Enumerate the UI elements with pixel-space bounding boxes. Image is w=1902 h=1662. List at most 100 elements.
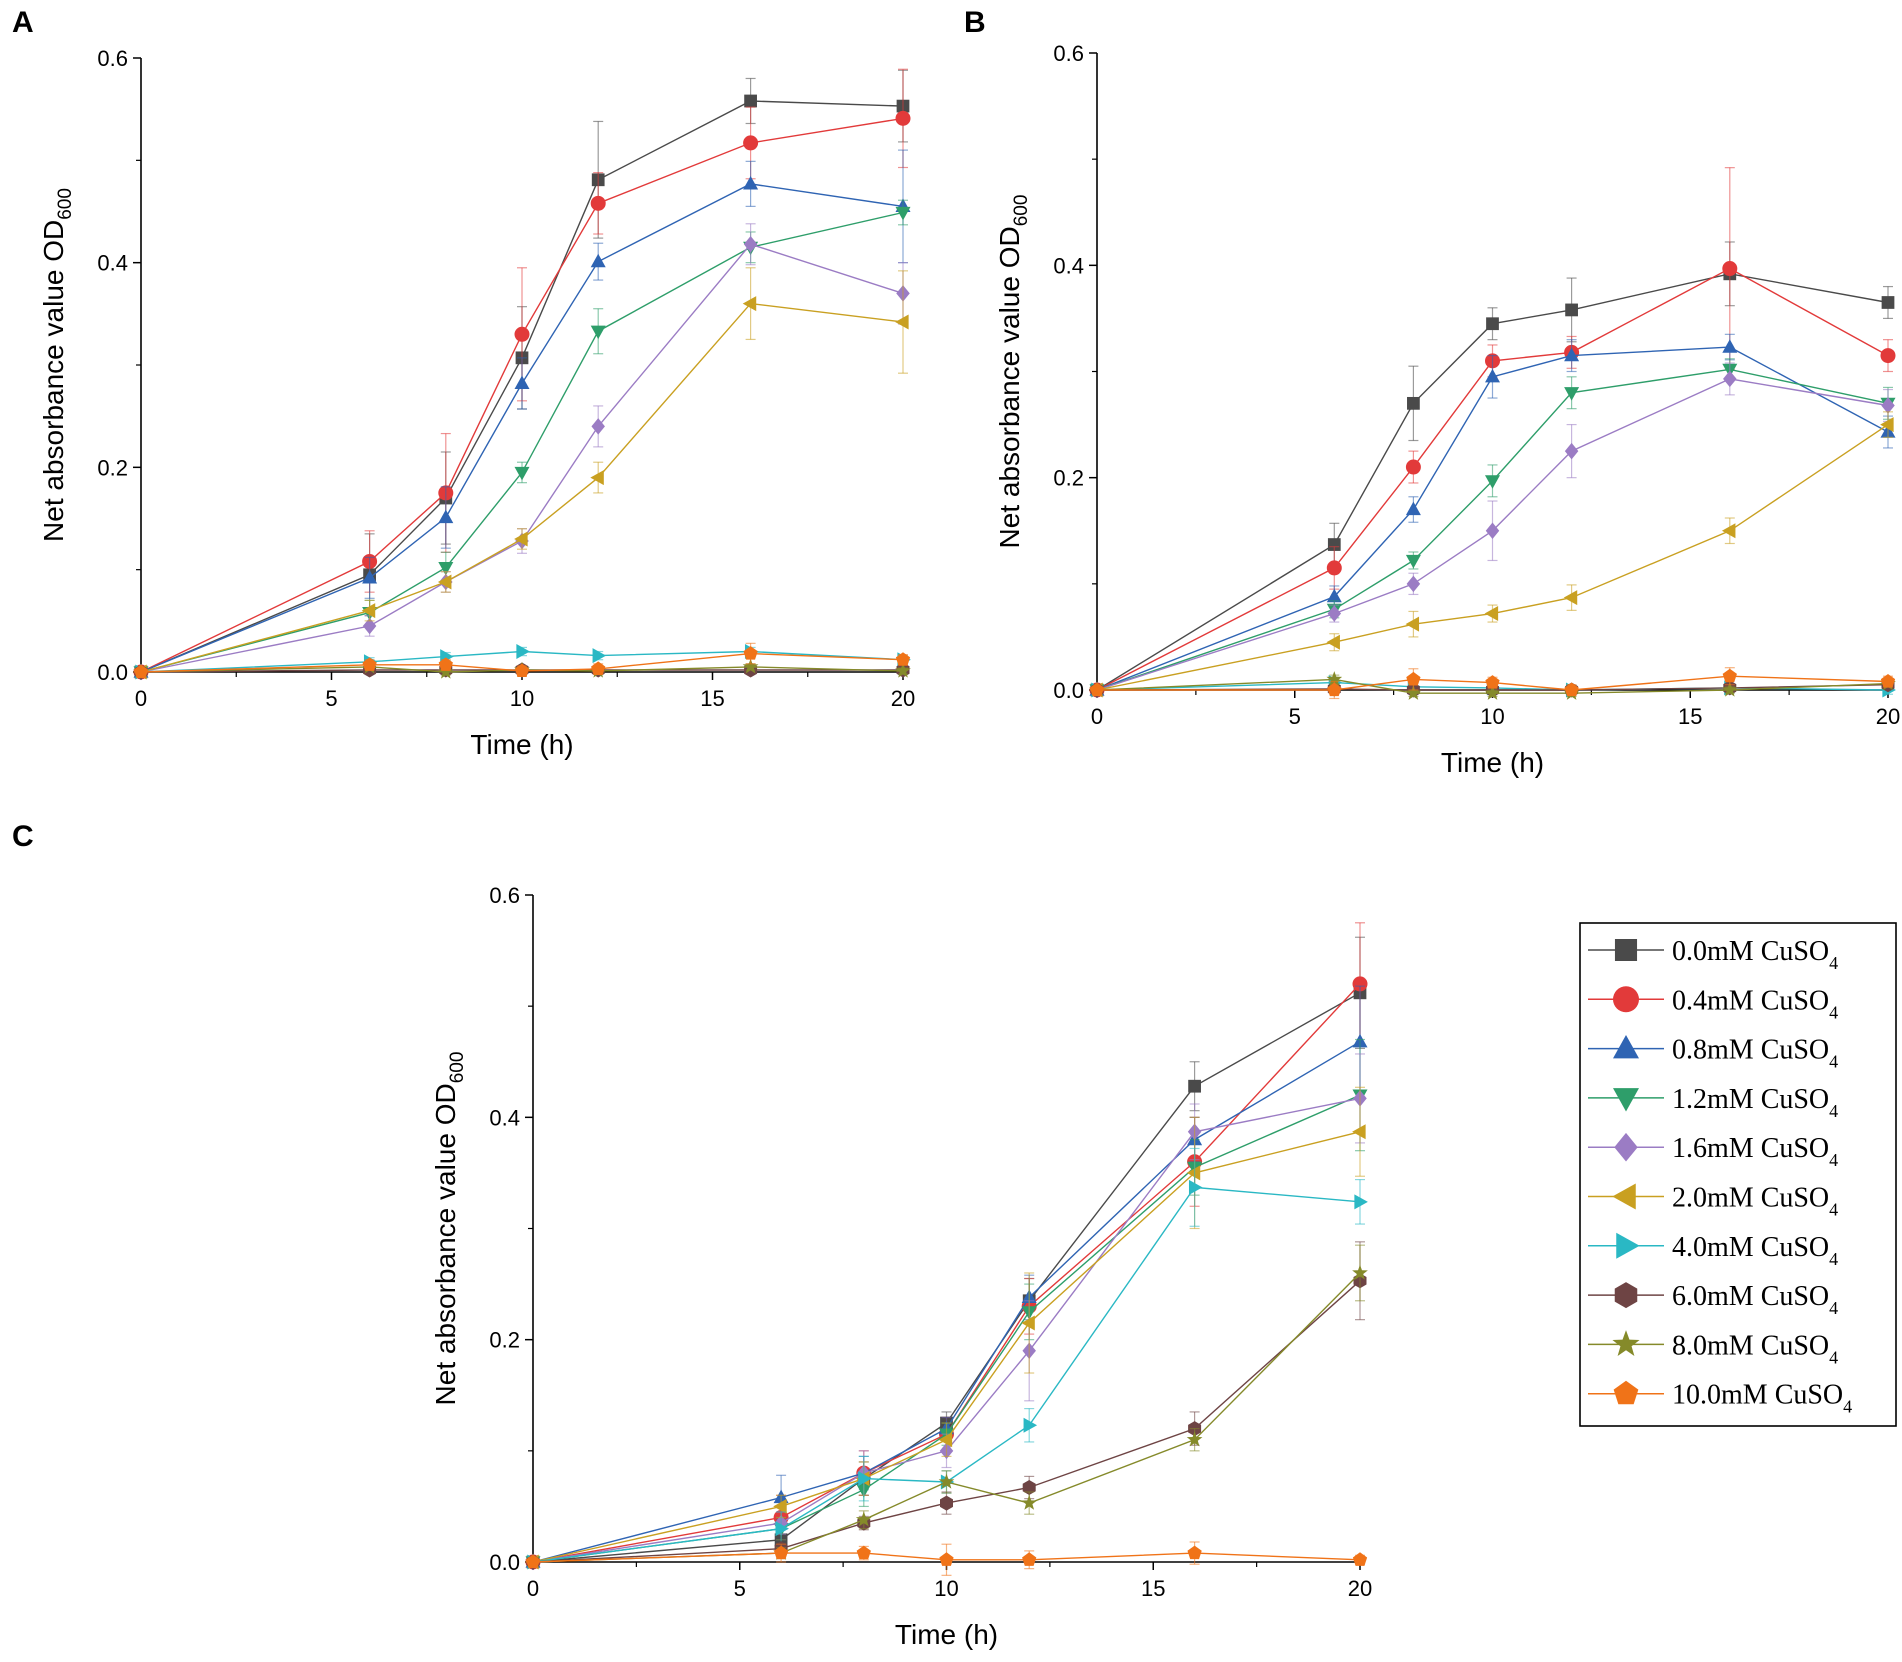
legend-marker [1614,1282,1638,1309]
data-point [1405,684,1422,700]
x-tick-label: 10 [1480,704,1504,729]
data-point [1187,1545,1202,1560]
data-point [744,94,757,108]
data-point [361,603,376,619]
x-tick-label: 15 [1678,704,1702,729]
legend-item: 6.0mM CuSO4 [1588,1281,1838,1318]
data-point [895,314,909,330]
data-point [1485,522,1500,539]
data-point [1326,671,1343,687]
data-point [591,661,606,675]
data-point [1564,682,1579,697]
data-point [1564,387,1580,401]
data-point [362,569,378,584]
data-point [1326,634,1340,650]
data-point [437,574,452,590]
y-axis-title: Net absorbance value OD600 [38,188,76,542]
data-point [1188,1179,1203,1195]
data-point [1881,296,1895,309]
legend-conc: 8.0mM [1672,1330,1761,1361]
x-tick-label: 5 [325,686,337,711]
legend-item: 2.0mM CuSO4 [1588,1183,1838,1220]
legend-conc: 0.0mM [1672,936,1761,967]
panel-c: C 0.0 0.2 0.4 0.6 0 5 10 15 20 Time (h) Net absorba… [12,820,1372,1650]
data-point [1327,682,1342,697]
data-point [1405,501,1421,516]
data-point [1022,1480,1036,1496]
data-point [1881,397,1895,414]
data-point [1326,588,1342,603]
data-point [590,253,606,268]
data-point [514,375,530,390]
x-axis-title: Time (h) [895,1619,998,1650]
y-tick-label: 0.0 [97,660,128,685]
data-point [1564,442,1579,460]
legend-conc: 0.4mM [1672,985,1761,1016]
data-point [1722,261,1738,277]
legend-label: 1.6mM CuSO4 [1672,1133,1838,1170]
series-10.0mm-cuso4 [525,1541,1368,1576]
data-point [1484,606,1499,622]
data-point [938,1432,953,1448]
data-point [1188,1079,1201,1093]
x-tick-label: 0 [1091,704,1103,729]
legend-label: 1.2mM CuSO4 [1672,1084,1838,1121]
data-point [773,1498,787,1514]
y-axis-title-main: Net absorbance value OD [430,1083,461,1405]
panel-label: C [12,820,34,853]
data-point [895,110,911,126]
panel-label: B [964,6,986,39]
legend-label: 10.0mM CuSO4 [1672,1380,1852,1417]
data-point [1722,339,1738,353]
legend-compound: CuSO [1761,936,1829,967]
y-tick-label: 0.4 [97,251,128,276]
legend-item: 8.0mM CuSO4 [1588,1330,1838,1367]
legend-subscript: 4 [1829,1002,1838,1022]
legend-label: 2.0mM CuSO4 [1672,1183,1838,1220]
legend-item: 0.0mM CuSO4 [1588,936,1838,973]
data-point [514,531,528,547]
panel-b: B 0.0 0.2 0.4 0.6 0 5 10 15 20 Time (h) Net absorba… [964,6,1900,778]
legend-subscript: 4 [1829,1298,1838,1318]
legend-compound: CuSO [1761,985,1829,1016]
legend-subscript: 4 [1829,953,1838,973]
y-axis-title-sub: 600 [447,1052,468,1084]
y-tick-label: 0.2 [489,1328,520,1353]
data-point [858,1471,872,1487]
legend-marker [1614,938,1638,962]
data-point [940,1495,953,1511]
legend-label: 0.0mM CuSO4 [1672,936,1838,973]
legend-compound: CuSO [1761,1281,1829,1312]
data-point [1021,1315,1035,1331]
legend-label: 8.0mM CuSO4 [1672,1330,1838,1367]
data-point [1484,684,1501,700]
panel-label: A [12,6,34,39]
data-point [592,648,607,664]
data-point [1186,1165,1201,1181]
data-point [437,663,454,679]
data-point [939,1552,954,1566]
x-tick-label: 0 [135,686,147,711]
series-1.6mm-cuso4 [1090,362,1895,699]
data-point [856,1545,871,1560]
legend-marker [1613,1380,1639,1405]
y-tick-label: 0.0 [489,1550,520,1575]
data-point [1880,674,1896,688]
data-point [1352,1264,1368,1280]
data-point [133,664,149,679]
data-point [1485,475,1500,489]
x-tick-label: 20 [1348,1576,1372,1601]
y-tick-label: 0.6 [489,883,520,908]
y-tick-label: 0.0 [1053,678,1084,703]
data-point [362,617,377,635]
legend-subscript: 4 [1829,1200,1838,1220]
legend-compound: CuSO [1761,1183,1829,1214]
data-point [1405,554,1421,569]
legend-compound: CuSO [1775,1380,1843,1411]
data-point [1352,976,1368,992]
data-point [590,325,606,340]
x-axis-title: Time (h) [470,729,573,760]
data-point [1880,348,1896,364]
x-tick-label: 10 [510,686,534,711]
legend-conc: 0.8mM [1672,1035,1761,1066]
